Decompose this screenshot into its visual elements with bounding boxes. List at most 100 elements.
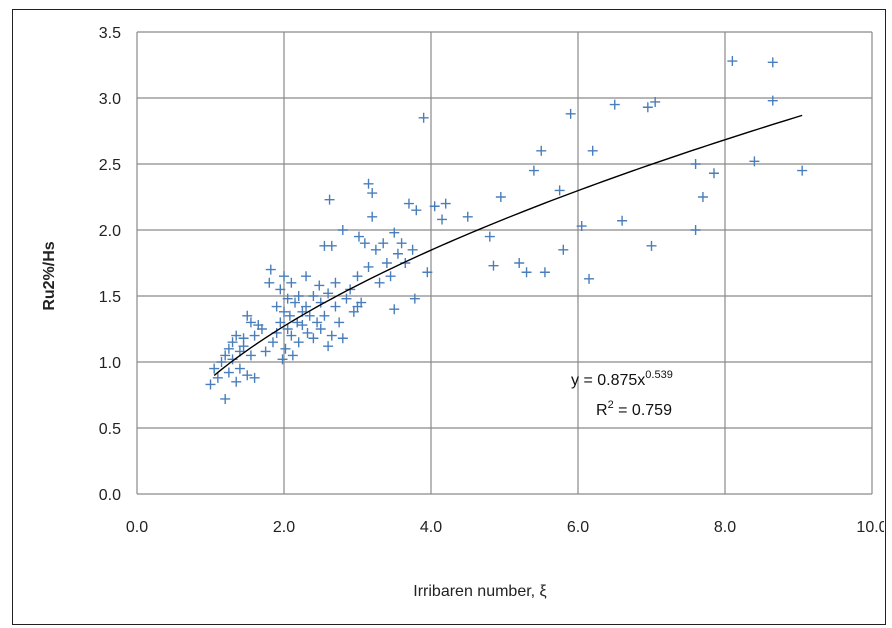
data-point bbox=[409, 293, 420, 304]
data-point bbox=[267, 337, 278, 348]
data-point bbox=[302, 327, 313, 338]
data-point bbox=[650, 96, 661, 107]
y-axis-title: Ru2%/Hs bbox=[41, 241, 58, 310]
data-point bbox=[287, 350, 298, 361]
x-tick-label: 4.0 bbox=[420, 519, 442, 536]
x-tick-label: 6.0 bbox=[567, 519, 589, 536]
data-point bbox=[293, 337, 304, 348]
data-point bbox=[315, 324, 326, 334]
data-point bbox=[242, 310, 253, 321]
data-point bbox=[370, 244, 381, 255]
data-point bbox=[521, 267, 532, 278]
data-point bbox=[565, 108, 576, 119]
data-point bbox=[352, 271, 363, 282]
data-points bbox=[205, 56, 808, 404]
data-point bbox=[260, 346, 271, 357]
data-point bbox=[319, 310, 330, 321]
data-point bbox=[462, 211, 473, 222]
data-point bbox=[323, 341, 334, 352]
x-tick-label: 0.0 bbox=[126, 519, 148, 536]
data-point bbox=[271, 301, 282, 312]
data-point bbox=[359, 238, 370, 249]
data-point bbox=[374, 277, 385, 288]
data-point bbox=[293, 291, 304, 301]
data-point bbox=[245, 350, 256, 361]
data-point bbox=[389, 227, 400, 238]
data-point bbox=[767, 95, 778, 106]
data-point bbox=[797, 165, 808, 176]
data-point bbox=[304, 310, 315, 321]
data-point bbox=[341, 293, 352, 304]
y-tick-label: 1.5 bbox=[99, 289, 121, 306]
data-point bbox=[609, 99, 620, 110]
y-tick-label: 1.0 bbox=[99, 355, 121, 372]
x-tick-label: 2.0 bbox=[273, 519, 295, 536]
data-point bbox=[308, 333, 319, 344]
data-point bbox=[220, 350, 231, 361]
y-tick-label: 3.0 bbox=[99, 91, 121, 108]
data-point bbox=[279, 306, 289, 317]
trendline-r-squared: R2 = 0.759 bbox=[596, 399, 672, 419]
data-point bbox=[284, 310, 295, 321]
data-point bbox=[418, 112, 429, 123]
data-point bbox=[407, 244, 418, 255]
x-tick-labels: 0.0 2.0 4.0 6.0 8.0 10.0 bbox=[126, 519, 884, 536]
data-point bbox=[690, 159, 701, 169]
data-point bbox=[330, 301, 341, 312]
data-point bbox=[440, 198, 451, 209]
data-point bbox=[514, 258, 525, 268]
data-point bbox=[275, 317, 286, 328]
data-point bbox=[314, 280, 325, 291]
data-point bbox=[495, 192, 506, 202]
data-point bbox=[256, 324, 267, 334]
data-point bbox=[356, 297, 367, 308]
data-point bbox=[308, 291, 319, 301]
x-axis-title: Irribaren number, ξ bbox=[413, 583, 546, 600]
data-point bbox=[301, 301, 312, 312]
data-point bbox=[484, 231, 495, 242]
data-point bbox=[385, 271, 396, 282]
data-point bbox=[403, 198, 414, 209]
data-point bbox=[277, 354, 288, 365]
data-point bbox=[697, 192, 708, 202]
data-point bbox=[231, 376, 242, 387]
data-point bbox=[323, 288, 334, 299]
data-point bbox=[227, 337, 238, 348]
y-tick-label: 2.5 bbox=[99, 157, 121, 174]
data-point bbox=[242, 370, 253, 381]
data-point bbox=[767, 57, 778, 68]
data-point bbox=[275, 284, 286, 295]
data-point bbox=[617, 215, 628, 226]
data-point bbox=[422, 267, 433, 278]
data-point bbox=[282, 293, 293, 304]
data-point bbox=[392, 248, 403, 259]
data-point bbox=[312, 317, 323, 328]
data-point bbox=[381, 258, 392, 268]
data-point bbox=[528, 165, 539, 176]
data-point bbox=[389, 304, 400, 315]
data-point bbox=[238, 333, 249, 344]
data-point bbox=[348, 306, 359, 317]
y-tick-label: 3.5 bbox=[99, 25, 121, 42]
data-point bbox=[367, 188, 378, 199]
data-point bbox=[708, 168, 719, 179]
data-point bbox=[212, 372, 223, 383]
data-point bbox=[234, 363, 245, 374]
data-point bbox=[437, 214, 448, 225]
data-point bbox=[646, 240, 657, 251]
scatter-chart: 0.0 0.5 1.0 1.5 2.0 2.5 3.0 3.5 0.0 2.0 4.0 6.0 8.0… bbox=[41, 25, 884, 600]
data-point bbox=[326, 330, 337, 341]
y-tick-label: 2.0 bbox=[99, 223, 121, 240]
data-point bbox=[220, 393, 231, 404]
data-point bbox=[280, 343, 291, 354]
data-point bbox=[749, 156, 760, 167]
data-point bbox=[279, 271, 289, 282]
data-point bbox=[301, 271, 312, 282]
data-point bbox=[264, 277, 275, 288]
data-point bbox=[290, 297, 301, 308]
data-point bbox=[576, 221, 587, 232]
data-point bbox=[265, 264, 276, 275]
data-point bbox=[353, 231, 364, 242]
data-point bbox=[334, 317, 345, 328]
data-point bbox=[539, 267, 550, 278]
